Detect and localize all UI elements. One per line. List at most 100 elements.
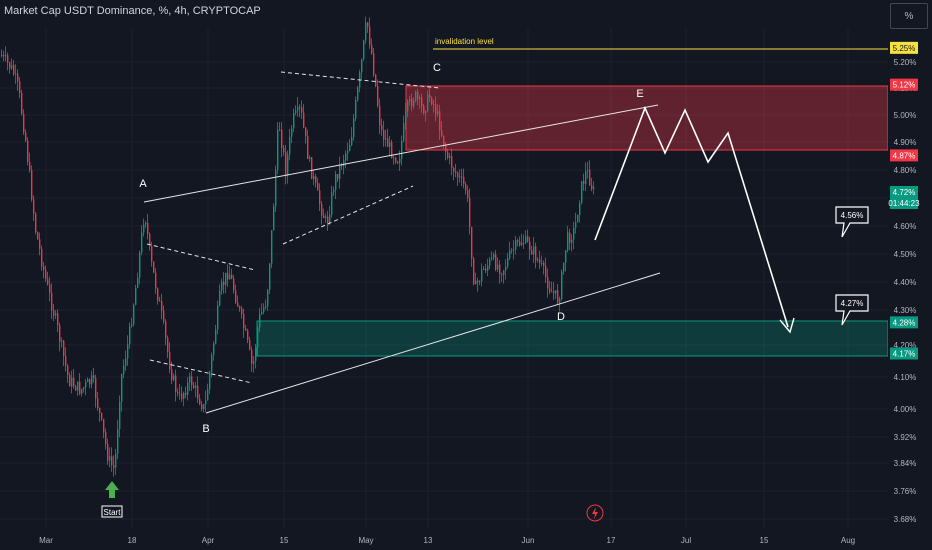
price-tag-label: 01:44:23 <box>888 199 920 208</box>
candle-body <box>545 265 547 278</box>
callout-4-27: 4.27% <box>835 294 869 326</box>
invalidation-label: invalidation level <box>435 37 494 46</box>
candle-body <box>119 401 121 430</box>
dashed-line <box>149 359 253 384</box>
callout-4-56: 4.56% <box>835 206 869 238</box>
candle-body <box>277 129 279 170</box>
candle-body <box>243 313 245 329</box>
candle-body <box>195 385 197 388</box>
chart-title: Market Cap USDT Dominance, %, 4h, CRYPTO… <box>4 5 261 17</box>
projection-arrowhead <box>779 317 795 334</box>
candle-body <box>451 155 453 168</box>
candle-body <box>507 257 509 267</box>
candle-body <box>285 151 287 176</box>
candle-body <box>11 65 13 69</box>
candles <box>1 16 595 477</box>
support-zone <box>256 320 889 357</box>
y-tick-label: 3.76% <box>894 487 917 496</box>
y-tick-label: 4.60% <box>894 222 917 231</box>
candle-body <box>85 382 87 388</box>
lightning-bolt-icon <box>592 507 598 519</box>
start-arrow-icon <box>105 481 119 498</box>
candle-body <box>413 100 415 107</box>
candle-body <box>177 391 179 394</box>
candle-body <box>201 404 203 410</box>
y-tick-label: 5.20% <box>894 58 917 67</box>
candle-body <box>365 22 367 41</box>
candle-body <box>391 142 393 159</box>
candle-body <box>575 222 577 228</box>
candle-body <box>203 404 205 410</box>
candle-body <box>217 305 219 330</box>
candle-body <box>191 376 193 386</box>
candle-body <box>551 291 553 293</box>
candle-body <box>403 123 405 141</box>
candle-body <box>521 243 523 246</box>
candle-body <box>481 269 483 282</box>
dashed-line <box>282 185 414 245</box>
wave-label-e: E <box>636 88 643 100</box>
callout-4-27-text: 4.27% <box>841 299 864 308</box>
x-tick-label: Mar <box>39 536 53 545</box>
candle-body <box>515 240 517 250</box>
candle-body <box>553 291 555 294</box>
candle-body <box>579 202 581 215</box>
candle-body <box>185 392 187 395</box>
candle-body <box>111 456 113 465</box>
candle-body <box>169 351 171 370</box>
candle-body <box>23 113 25 133</box>
candle-body <box>421 97 423 107</box>
candle-body <box>187 382 189 395</box>
candle-body <box>105 432 107 445</box>
candle-body <box>463 176 465 185</box>
candle-body <box>271 230 273 264</box>
candle-body <box>301 107 303 113</box>
candle-body <box>573 227 575 240</box>
candle-body <box>399 158 401 163</box>
callout-4-56-box <box>835 206 869 238</box>
candle-body <box>175 375 177 392</box>
start-label: Start <box>104 508 122 517</box>
candle-body <box>523 242 525 244</box>
percent-scale-button[interactable]: % <box>890 3 928 29</box>
candle-body <box>287 154 289 176</box>
y-tick-label: 4.00% <box>894 405 917 414</box>
candle-body <box>589 169 591 186</box>
candle-body <box>127 344 129 359</box>
lightning-icon <box>586 504 604 522</box>
channel-lower-line <box>205 272 661 414</box>
candle-body <box>341 164 343 167</box>
candle-body <box>289 136 291 155</box>
candle-body <box>305 127 307 137</box>
candle-body <box>87 379 89 383</box>
x-tick-label: Jul <box>681 536 691 545</box>
candle-body <box>485 268 487 271</box>
candle-body <box>499 264 501 274</box>
price-tag-bg <box>890 149 918 162</box>
candle-body <box>43 266 45 270</box>
candle-body <box>497 264 499 270</box>
candle-body <box>543 262 545 266</box>
candle-body <box>133 304 135 325</box>
y-tick-label: 4.20% <box>894 341 917 350</box>
x-tick-label: 17 <box>607 536 616 545</box>
price-tag: 4.87% <box>890 149 918 162</box>
candle-body <box>263 307 265 312</box>
candle-body <box>351 137 353 146</box>
candle-body <box>333 189 335 193</box>
candle-body <box>467 190 469 198</box>
candle-body <box>247 330 249 341</box>
price-tag-bg <box>890 78 918 91</box>
candle-body <box>17 73 19 82</box>
candle-body <box>179 393 181 395</box>
candle-body <box>253 361 255 364</box>
candle-body <box>547 277 549 289</box>
price-tag: 4.17% <box>890 347 918 360</box>
candle-body <box>57 313 59 326</box>
price-tag-label: 4.87% <box>893 151 916 160</box>
candle-body <box>161 301 163 311</box>
candle-body <box>369 26 371 45</box>
candle-body <box>273 206 275 231</box>
candle-body <box>471 227 473 259</box>
